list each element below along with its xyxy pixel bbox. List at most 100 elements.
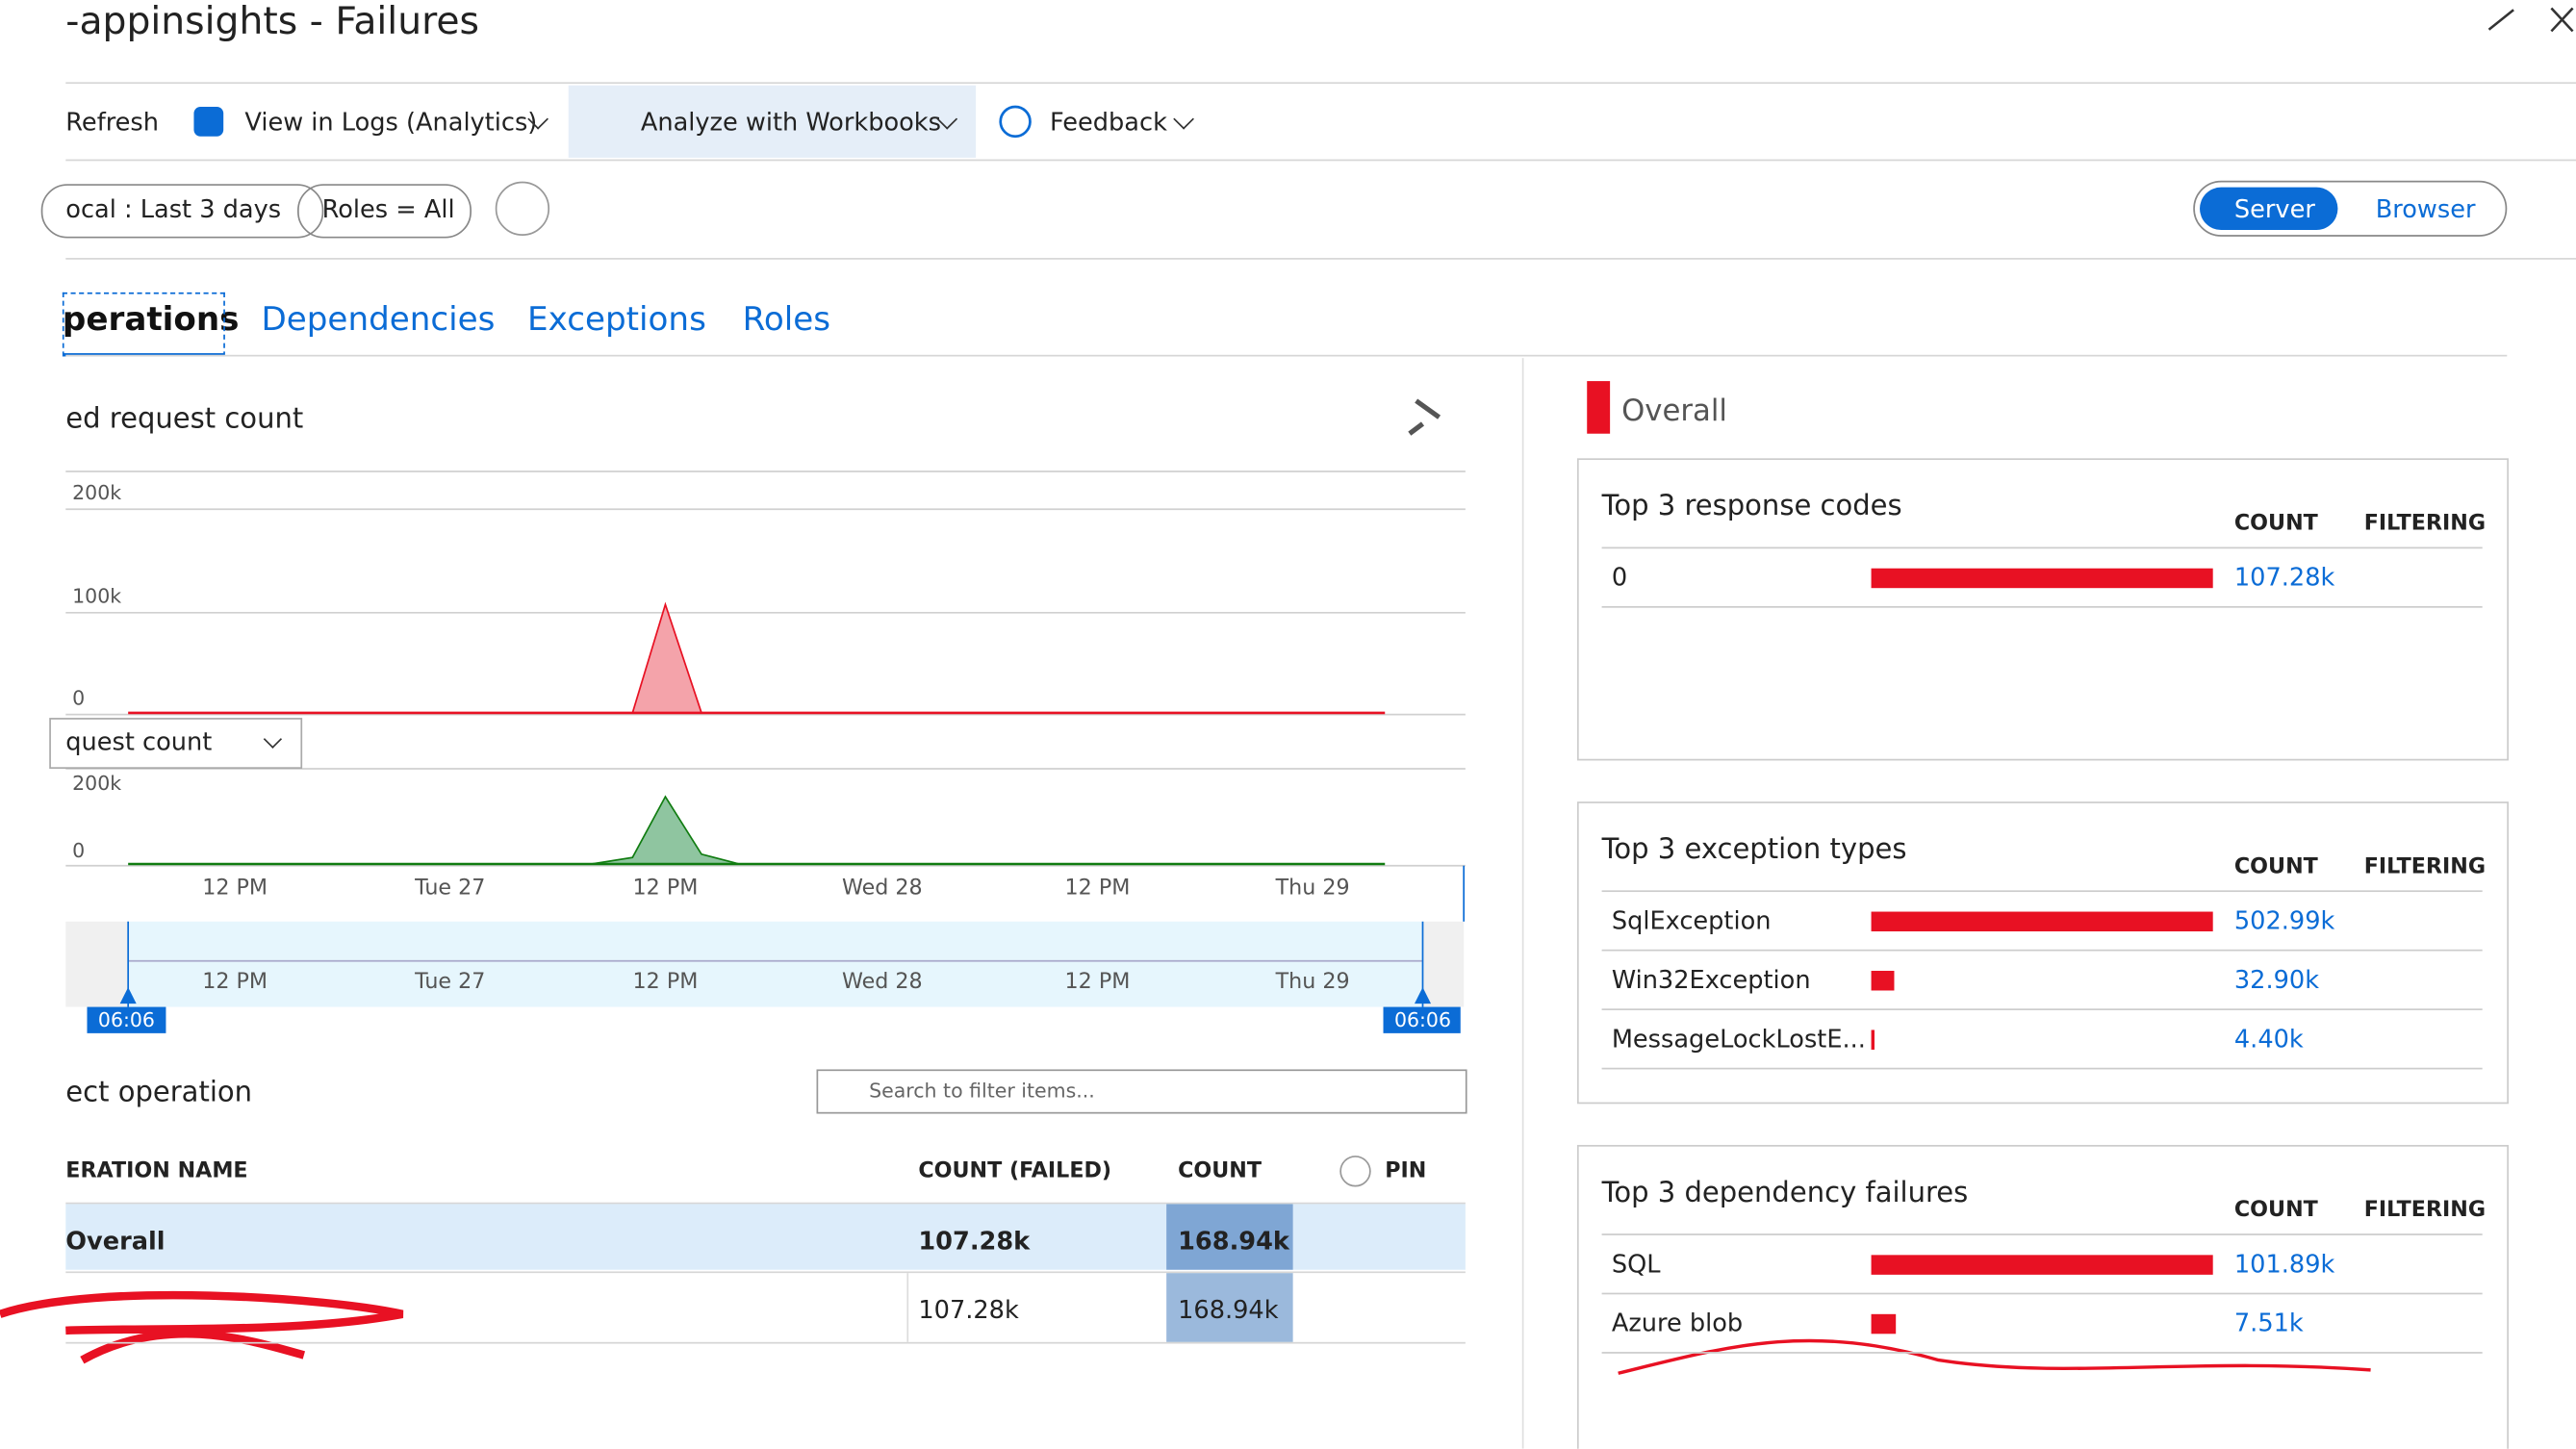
count-label[interactable]: 4.40k <box>2233 1024 2304 1055</box>
row-name: MessageLockLostE... <box>1611 1024 1866 1055</box>
count-label[interactable]: 7.51k <box>2233 1308 2304 1338</box>
count-bar <box>1871 568 2213 589</box>
x-tick-label: Thu 29 <box>1275 876 1350 902</box>
operations-title: ect operation <box>65 1077 253 1110</box>
operation-name[interactable]: Overall <box>65 1226 166 1257</box>
roles-filter[interactable] <box>297 184 472 239</box>
panel <box>1576 801 2510 1105</box>
toolbar-button[interactable]: Feedback <box>1049 107 1167 138</box>
tab-focus <box>62 292 225 357</box>
toggle-selected <box>2200 187 2338 231</box>
x-tick-label: 12 PM <box>1064 970 1131 995</box>
row-name: Win32Exception <box>1611 965 1811 995</box>
range-start: 06:06 <box>97 1008 155 1032</box>
divider <box>1601 1067 2483 1070</box>
time-filter-text: ocal : Last 3 days <box>65 194 282 225</box>
panel-title: Top 3 dependency failures <box>1601 1177 1969 1210</box>
failed-count: 107.28k <box>918 1295 1019 1325</box>
range-handle[interactable] <box>87 1006 166 1033</box>
divider <box>1601 1233 2483 1235</box>
count-label[interactable]: 502.99k <box>2233 905 2335 936</box>
y-tick-label: 100k <box>72 584 122 608</box>
count-bar <box>1871 970 1894 991</box>
divider <box>65 354 2508 357</box>
panel-title: Top 3 response codes <box>1601 490 1902 523</box>
range-end: 06:06 <box>1393 1008 1452 1032</box>
row-name: SqlException <box>1611 905 1772 936</box>
count-label[interactable]: 32.90k <box>2233 965 2320 995</box>
row-name: SQL <box>1611 1249 1661 1280</box>
tab[interactable]: Roles <box>742 298 831 339</box>
toggle-option[interactable]: Browser <box>2375 194 2476 225</box>
total-count: 168.94k <box>1178 1295 1279 1325</box>
divider <box>65 1271 1466 1274</box>
total-count: 168.94k <box>1178 1226 1289 1257</box>
column-header[interactable]: PIN <box>1385 1158 1427 1184</box>
x-tick-label: Tue 27 <box>415 970 486 995</box>
count-bar <box>1871 1255 2213 1275</box>
count-label[interactable]: 101.89k <box>2233 1249 2335 1280</box>
toolbar-button[interactable]: Refresh <box>65 107 160 138</box>
total-spike <box>591 795 740 865</box>
column-header: ERATION NAME <box>65 1158 248 1184</box>
failed-spike <box>631 601 703 714</box>
y-tick-label: 0 <box>72 839 86 863</box>
count-label[interactable]: 107.28k <box>2233 562 2335 593</box>
time-filter[interactable] <box>40 184 324 239</box>
divider <box>1601 1292 2483 1295</box>
failed-count: 107.28k <box>918 1226 1031 1257</box>
divider <box>65 258 2576 260</box>
chart-title: ed request count <box>65 403 304 437</box>
x-tick-label: 12 PM <box>632 876 699 902</box>
x-tick-label: 12 PM <box>202 970 268 995</box>
toolbar-button[interactable]: Analyze with Workbooks <box>640 107 941 138</box>
divider <box>1601 949 2483 952</box>
x-tick-label: 12 PM <box>202 876 268 902</box>
x-tick-label: Wed 28 <box>841 970 923 995</box>
panel-title: Top 3 exception types <box>1601 833 1907 867</box>
x-tick-label: Wed 28 <box>841 876 923 902</box>
column-header[interactable]: COUNT <box>1178 1158 1262 1184</box>
column-header: COUNT <box>2233 1198 2318 1224</box>
divider <box>65 159 2576 162</box>
count-cell <box>1166 1273 1293 1342</box>
brush-range[interactable] <box>128 921 1423 1007</box>
overall-label: Overall <box>1621 394 1727 429</box>
metric-selector[interactable] <box>49 718 303 770</box>
toggle[interactable] <box>2193 180 2508 237</box>
divider <box>1601 1008 2483 1010</box>
page-title: -appinsights - Failures <box>65 0 479 44</box>
column-header[interactable]: COUNT (FAILED) <box>918 1158 1112 1184</box>
count-bar <box>1871 1030 1875 1050</box>
metric-selector-text: quest count <box>65 726 213 757</box>
column-header: COUNT <box>2233 854 2318 880</box>
column-header: COUNT <box>2233 511 2318 537</box>
x-tick-label: 12 PM <box>632 970 699 995</box>
tab[interactable]: Dependencies <box>261 298 496 339</box>
y-tick-label: 200k <box>72 481 122 505</box>
toggle-option[interactable]: Server <box>2233 194 2315 225</box>
search-placeholder: Search to filter items... <box>869 1079 1095 1103</box>
x-tick-label: Tue 27 <box>415 876 486 902</box>
tab[interactable]: perations <box>62 298 240 339</box>
cell-divider <box>906 1273 909 1342</box>
divider <box>65 1202 1466 1205</box>
divider <box>65 1341 1466 1344</box>
roles-filter-text: Roles = All <box>321 194 455 225</box>
overall-marker <box>1587 381 1611 434</box>
divider <box>1601 1352 2483 1354</box>
count-cell <box>1166 1204 1293 1270</box>
divider <box>1601 890 2483 893</box>
y-tick-label: 200k <box>72 772 122 796</box>
column-header: FILTERING <box>2363 1198 2487 1224</box>
search-box[interactable] <box>816 1069 1467 1114</box>
toolbar-button[interactable]: View in Logs (Analytics) <box>244 107 538 138</box>
count-bar <box>1871 911 2213 932</box>
divider <box>1601 547 2483 549</box>
panel <box>1576 458 2510 761</box>
range-handle[interactable] <box>1383 1006 1461 1033</box>
tab[interactable]: Exceptions <box>527 298 706 339</box>
divider <box>65 82 2576 85</box>
